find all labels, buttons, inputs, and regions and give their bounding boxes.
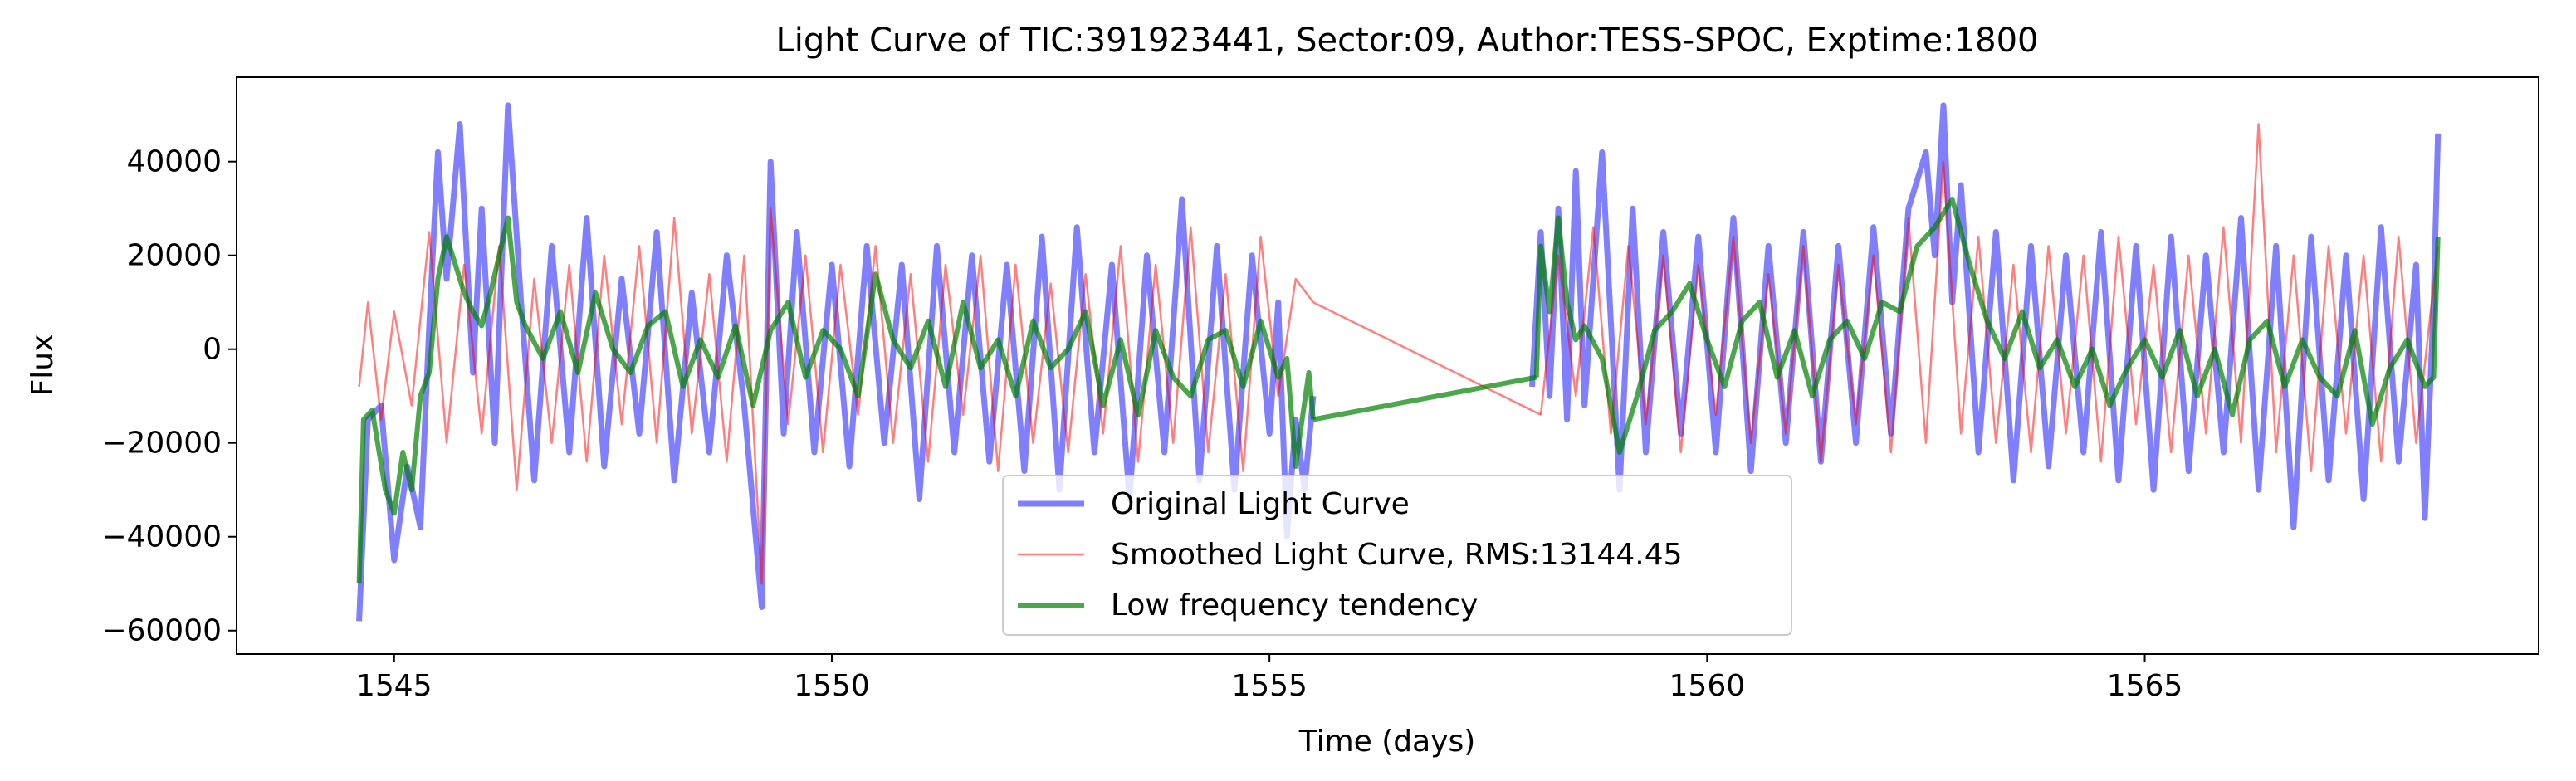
series-2	[356, 196, 2441, 584]
series-1	[358, 123, 2439, 585]
x-tick-label: 1550	[794, 669, 870, 703]
series-1-segment-2	[1539, 123, 2439, 472]
y-tick-label: −40000	[101, 520, 222, 554]
x-axis-ticks: 1545 1550 1555 1560 1565	[356, 654, 2183, 703]
series-0-segment-0	[356, 102, 1317, 622]
x-tick-label: 1555	[1231, 669, 1308, 703]
legend-box	[1002, 475, 1792, 636]
x-tick-label: 1545	[356, 669, 433, 703]
series-2-segment-1	[1312, 374, 1537, 422]
y-tick-label: −60000	[101, 614, 222, 648]
y-axis-label: Flux	[26, 334, 60, 397]
series-1-segment-0	[358, 207, 1314, 585]
legend: Original Light Curve Smoothed Light Curve…	[1002, 475, 1792, 636]
legend-label-2: Low frequency tendency	[1111, 588, 1478, 622]
series-1-segment-1	[1312, 301, 1542, 416]
y-tick-label: 0	[203, 333, 222, 367]
axes-frame	[236, 76, 2539, 655]
plot-area	[236, 76, 2539, 655]
legend-label-1: Smoothed Light Curve, RMS:13144.45	[1111, 538, 1683, 572]
y-tick-label: 20000	[126, 239, 222, 273]
y-tick-label: 40000	[126, 145, 222, 179]
legend-label-0: Original Light Curve	[1111, 487, 1410, 521]
x-tick-label: 1560	[1669, 669, 1746, 703]
x-axis-label: Time (days)	[1298, 725, 1476, 759]
x-tick-label: 1565	[2107, 669, 2183, 703]
chart-title: Light Curve of TIC:391923441, Sector:09,…	[775, 22, 2038, 60]
series-2-segment-0	[356, 215, 1316, 584]
y-axis-ticks: −60000 −40000 −20000 0 20000 40000	[101, 145, 237, 648]
series-2-segment-2	[1533, 196, 2441, 455]
data-lines	[356, 102, 2442, 622]
y-tick-label: −20000	[101, 427, 222, 461]
